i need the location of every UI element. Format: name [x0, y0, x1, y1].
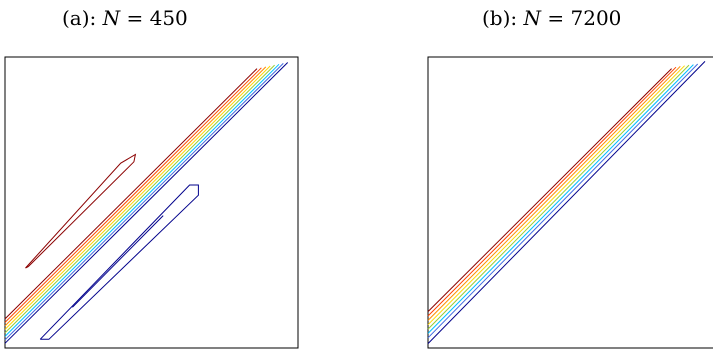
panel-a-contour-line-6	[4, 63, 280, 337]
panel-b-title-equals: =	[541, 6, 571, 30]
panel-b-contour-line-6	[427, 64, 694, 334]
panel-b-contour-line-7	[427, 63, 699, 339]
panel-a-contour-line-10	[39, 184, 199, 340]
panel-a-contour-line-7	[4, 63, 284, 341]
panel-b-contour-line-5	[427, 64, 690, 330]
panel-b-contour-line-1	[427, 68, 672, 312]
panel-a-contour-line-5	[4, 64, 275, 334]
panel-b-title-prefix: (b):	[482, 6, 524, 30]
panel-b-contour-line-4	[427, 65, 685, 326]
panel-a-contour-line-8	[4, 62, 289, 344]
panel-a-contour-line-2	[4, 67, 262, 323]
panel-b-title-variable: N	[523, 6, 542, 30]
panel-a-title-value: 450	[149, 6, 188, 30]
panel-b-title-value: 7200	[570, 6, 622, 30]
panel-b-frame	[427, 56, 713, 349]
panel-b-plot	[427, 56, 713, 349]
panel-a-contour-line-1	[4, 68, 258, 320]
panel-a-contours	[4, 62, 289, 344]
panel-a-title-variable: N	[102, 6, 121, 30]
panel-b-contour-line-2	[427, 66, 677, 317]
panel-a-title-prefix: (a):	[62, 6, 103, 30]
panel-b-contours	[427, 61, 706, 344]
panel-a-contour-line-3	[4, 66, 267, 327]
panel-a-frame	[4, 56, 299, 349]
panel-a-contour-line-4	[4, 65, 271, 330]
panel-a-plot	[4, 56, 299, 349]
panel-a-contour-line-9	[25, 153, 137, 269]
panel-a-contour-line-11	[72, 215, 164, 308]
panel-b-contour-line-8	[427, 61, 706, 344]
panel-a-title-equals: =	[120, 6, 150, 30]
panel-b-title: (b): N = 7200	[482, 6, 621, 30]
panel-b-contour-line-3	[427, 65, 681, 321]
panel-a-title: (a): N = 450	[62, 6, 188, 30]
